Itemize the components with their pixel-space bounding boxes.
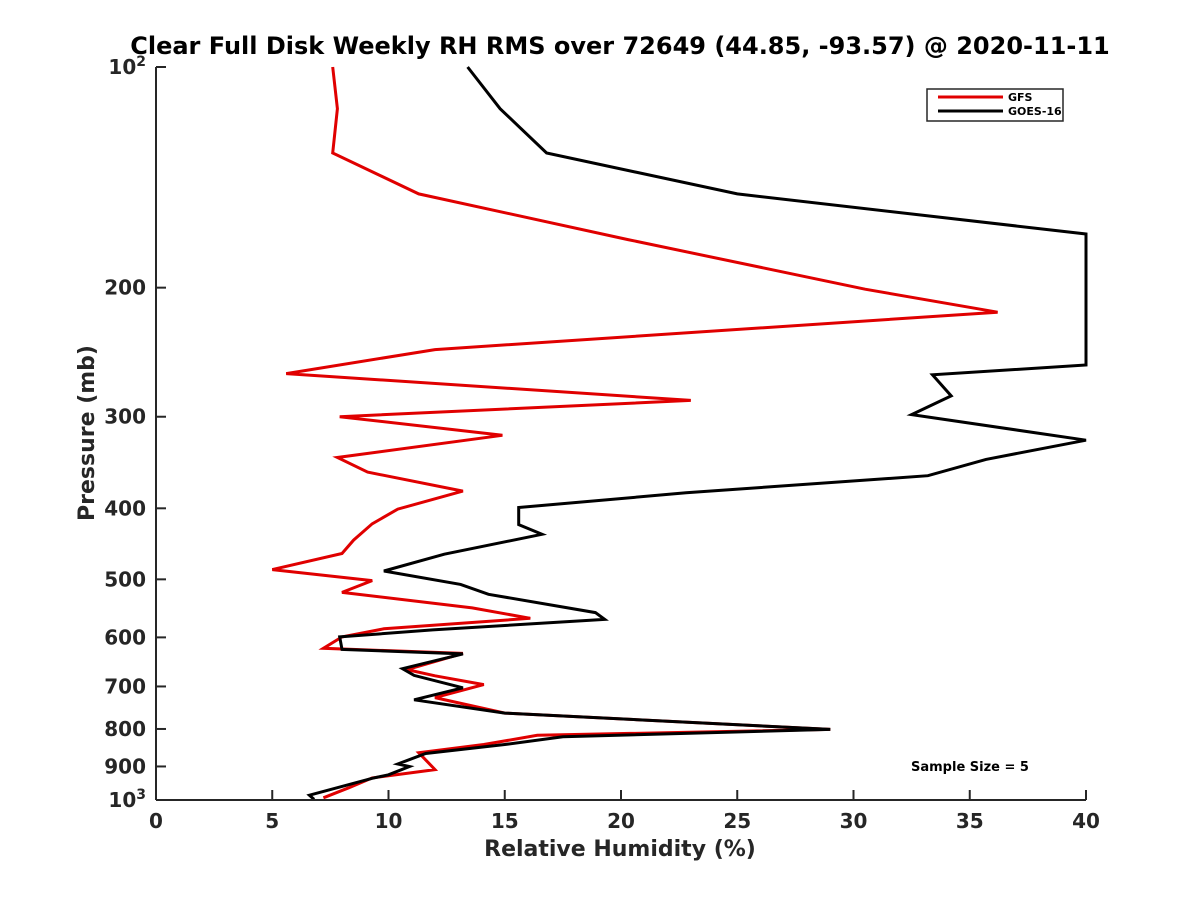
series-layer	[271, 66, 1088, 801]
y-tick-label: 103	[108, 787, 146, 812]
y-tick-label: 800	[104, 717, 146, 741]
legend-box	[926, 88, 1064, 122]
y-axis-label: Pressure (mb)	[75, 345, 100, 521]
y-tick-label: 900	[104, 754, 146, 778]
x-tick-label: 30	[840, 809, 868, 833]
x-tick-label: 0	[149, 809, 163, 833]
x-axis-label: Relative Humidity (%)	[484, 837, 756, 862]
y-tick-label: 700	[104, 674, 146, 698]
ticks-layer: 0 5 10 15 20 25 30 35 40 102 200 300 400 500 600 700 800…	[104, 54, 1100, 833]
legend-label-gfs: GFS	[1008, 91, 1033, 104]
y-tick-label: 600	[104, 625, 146, 649]
chart-title: Clear Full Disk Weekly RH RMS over 72649…	[130, 32, 1110, 60]
y-tick-label: 200	[104, 276, 146, 300]
x-tick-label: 15	[491, 809, 519, 833]
y-tick-label: 400	[104, 496, 146, 520]
sample-size-annotation: Sample Size = 5	[911, 760, 1029, 775]
x-tick-label: 25	[723, 809, 751, 833]
x-tick-label: 40	[1072, 809, 1100, 833]
y-tick-label: 102	[108, 54, 146, 79]
series-line-goes-16	[306, 66, 1088, 801]
y-tick-label: 500	[104, 567, 146, 591]
x-tick-label: 35	[956, 809, 984, 833]
legend: GFS GOES-16	[926, 88, 1064, 122]
x-tick-label: 10	[375, 809, 403, 833]
x-tick-label: 20	[607, 809, 635, 833]
legend-label-goes16: GOES-16	[1008, 105, 1062, 118]
y-tick-label: 300	[104, 405, 146, 429]
x-tick-label: 5	[265, 809, 279, 833]
